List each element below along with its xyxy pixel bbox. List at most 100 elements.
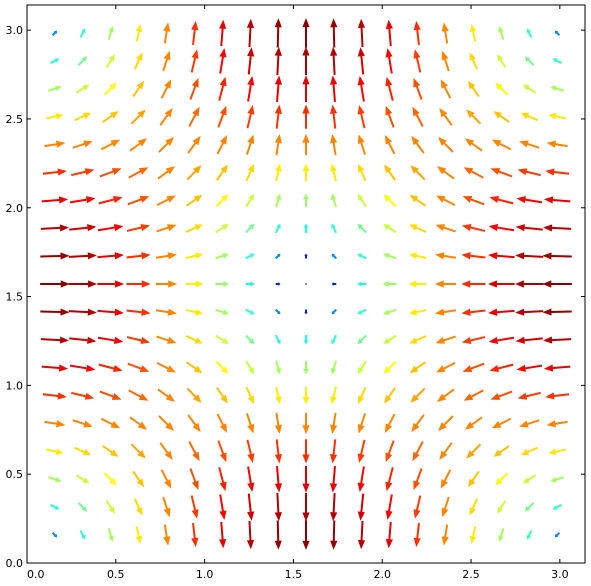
quiver-arrow: [163, 22, 171, 44]
quiver-arrow: [302, 412, 310, 435]
quiver-arrow: [156, 361, 176, 373]
quiver-arrow: [463, 389, 484, 401]
quiver-arrow: [330, 18, 338, 48]
quiver-arrow: [519, 419, 540, 428]
quiver-arrow: [413, 77, 423, 100]
quiver-arrow: [331, 253, 337, 260]
quiver-arrow: [41, 364, 69, 372]
quiver-arrow: [385, 105, 395, 128]
quiver-arrow: [247, 466, 255, 493]
quiver-arrow: [69, 196, 96, 204]
quiver-arrow: [382, 253, 397, 260]
quiver-arrow: [515, 224, 543, 232]
quiver-arrow: [103, 472, 117, 486]
quiver-arrow: [162, 496, 171, 518]
quiver-arrow: [357, 520, 366, 550]
quiver-arrow: [275, 253, 281, 260]
quiver-arrow: [185, 361, 203, 374]
quiver-arrow: [554, 532, 561, 538]
quiver-arrow: [44, 140, 66, 148]
quiver-arrow: [461, 308, 486, 316]
quiver-arrow: [435, 335, 456, 344]
y-tick-label: 2.5: [6, 113, 24, 126]
quiver-arrow: [383, 194, 397, 208]
quiver-arrow: [550, 85, 565, 92]
quiver-arrow: [156, 335, 177, 344]
quiver-arrow: [190, 495, 199, 519]
quiver-arrow: [155, 280, 178, 288]
quiver-arrow: [385, 48, 393, 74]
quiver-arrow: [158, 415, 174, 431]
quiver-arrow: [51, 532, 58, 538]
quiver-arrow: [185, 252, 204, 260]
quiver-arrow: [384, 413, 396, 433]
quiver-arrow: [489, 363, 514, 373]
quiver-arrow: [357, 413, 367, 434]
quiver-arrow: [69, 336, 97, 344]
quiver-arrow: [467, 470, 480, 488]
y-axis: 0.0 0.5 1.0 1.5 2.0 2.5 3.0: [6, 24, 585, 570]
quiver-arrow: [303, 335, 309, 345]
quiver-arrow: [489, 195, 514, 205]
quiver-arrow: [413, 49, 422, 73]
quiver-arrow: [441, 50, 450, 72]
quiver-arrow: [74, 446, 92, 456]
quiver-arrow: [302, 439, 310, 464]
quiver-arrow: [72, 419, 93, 428]
quiver-arrow: [42, 392, 67, 400]
quiver-arrow: [524, 502, 535, 512]
quiver-arrow: [129, 138, 148, 152]
quiver-arrow: [522, 84, 537, 94]
quiver-arrow: [438, 415, 454, 431]
quiver-arrow: [462, 196, 485, 206]
quiver-arrow: [461, 224, 486, 232]
quiver-arrow: [545, 392, 570, 400]
quiver-arrow: [275, 360, 282, 375]
quiver-arrow: [411, 414, 425, 433]
quiver-arrow: [40, 336, 69, 344]
y-tick-label: 1.0: [6, 379, 24, 392]
quiver-arrow: [548, 113, 567, 120]
quiver-arrow: [245, 164, 254, 182]
quiver-arrow: [162, 50, 171, 72]
quiver-arrow: [516, 364, 543, 372]
quiver-arrow: [302, 104, 310, 129]
quiver-arrow: [495, 472, 509, 486]
quiver-arrow: [552, 58, 563, 64]
quiver-arrow: [304, 309, 308, 315]
quiver-arrow: [187, 414, 201, 433]
quiver-arrow: [247, 493, 255, 521]
quiver-arrow: [436, 388, 455, 402]
y-tick-label: 0.5: [6, 468, 24, 481]
y-tick-label: 1.5: [6, 291, 24, 304]
quiver-arrow: [40, 308, 70, 316]
quiver-arrow: [99, 390, 122, 400]
x-tick-label: 1.5: [285, 568, 303, 581]
quiver-arrow: [275, 308, 281, 315]
quiver-arrow: [385, 19, 393, 47]
quiver-arrow: [357, 466, 365, 493]
quiver-arrow: [469, 526, 477, 544]
quiver-arrow: [357, 18, 366, 48]
quiver-arrow: [522, 474, 537, 484]
quiver-arrow: [461, 336, 486, 344]
quiver-arrow: [357, 334, 367, 345]
quiver-arrow: [305, 283, 307, 285]
quiver-arrow: [126, 336, 151, 344]
quiver-arrow: [517, 391, 541, 400]
quiver-arrow: [217, 440, 227, 463]
quiver-arrow: [245, 360, 255, 375]
quiver-arrow: [303, 223, 309, 233]
quiver-arrow: [357, 47, 365, 75]
quiver-arrow: [440, 469, 452, 489]
quiver-arrow: [127, 196, 150, 206]
quiver-arrow: [188, 106, 200, 127]
quiver-arrow: [186, 387, 202, 403]
quiver-arrow: [435, 252, 457, 260]
quiver-arrow: [410, 165, 426, 181]
quiver-arrow: [542, 308, 572, 316]
quiver-arrow: [155, 308, 177, 316]
quiver-arrow: [68, 280, 98, 288]
quiver-arrow: [357, 193, 367, 208]
quiver-arrow: [439, 108, 453, 126]
